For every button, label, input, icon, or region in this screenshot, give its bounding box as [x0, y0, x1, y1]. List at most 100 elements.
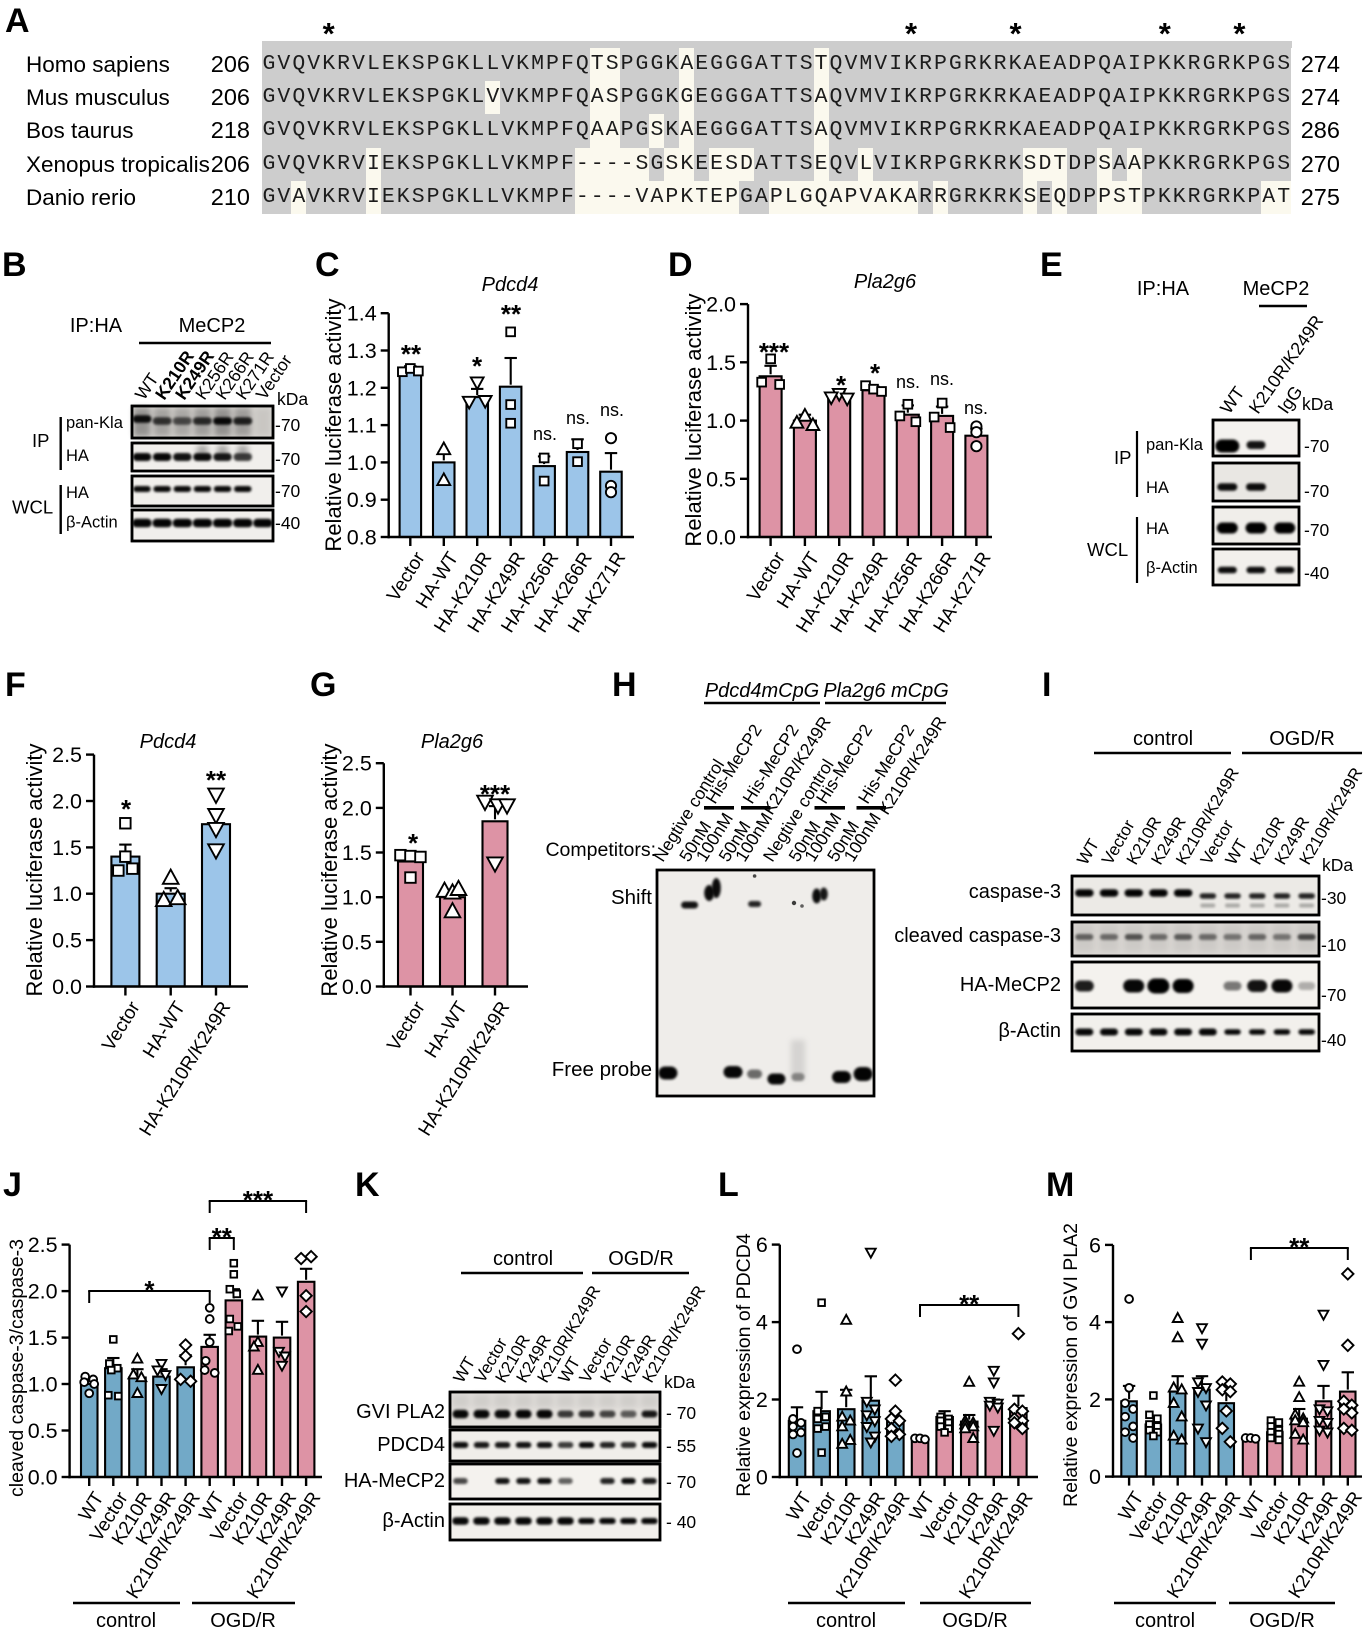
- svg-text:WT: WT: [1216, 383, 1248, 417]
- svg-text:2.0: 2.0: [28, 1280, 58, 1304]
- svg-text:kDa: kDa: [277, 389, 308, 409]
- svg-text:1.1: 1.1: [347, 414, 377, 438]
- svg-text:-30: -30: [1321, 888, 1347, 908]
- svg-text:kDa: kDa: [1302, 394, 1333, 414]
- svg-text:caspase-3: caspase-3: [969, 881, 1061, 903]
- svg-text:-40: -40: [1304, 563, 1330, 583]
- svg-text:H: H: [612, 666, 637, 704]
- svg-text:2: 2: [1089, 1388, 1101, 1412]
- svg-text:cleaved caspase-3/caspase-3: cleaved caspase-3/caspase-3: [6, 1239, 28, 1497]
- svg-text:2.5: 2.5: [52, 743, 82, 767]
- svg-text:cleaved caspase-3: cleaved caspase-3: [894, 925, 1061, 947]
- svg-text:-40: -40: [275, 513, 301, 533]
- svg-text:HA: HA: [66, 484, 89, 502]
- svg-text:E: E: [1040, 246, 1063, 284]
- svg-text:IP:HA: IP:HA: [1137, 278, 1190, 300]
- svg-text:pan-Kla: pan-Kla: [66, 414, 124, 432]
- svg-text:- 70: - 70: [666, 1472, 696, 1492]
- svg-text:-10: -10: [1321, 935, 1347, 955]
- svg-text:K210R/K249R: K210R/K249R: [639, 1282, 710, 1386]
- svg-text:0.5: 0.5: [706, 467, 736, 491]
- svg-text:ns.: ns.: [533, 424, 557, 444]
- svg-text:I: I: [1042, 666, 1051, 704]
- svg-text:HA-MeCP2: HA-MeCP2: [960, 974, 1061, 996]
- svg-text:Relative expression of GVI PLA: Relative expression of GVI PLA2: [1060, 1223, 1082, 1507]
- svg-text:**: **: [501, 299, 522, 329]
- svg-text:Pdcd4: Pdcd4: [140, 731, 197, 753]
- svg-text:1.3: 1.3: [347, 339, 377, 363]
- svg-text:β-Actin: β-Actin: [382, 1510, 445, 1532]
- svg-text:HA-K210R/K249R: HA-K210R/K249R: [136, 998, 236, 1140]
- svg-text:-70: -70: [1304, 436, 1330, 456]
- svg-text:Relative luciferase activity: Relative luciferase activity: [681, 293, 706, 546]
- svg-text:B: B: [2, 246, 27, 284]
- svg-text:Pdcd4: Pdcd4: [482, 274, 539, 296]
- svg-text:6: 6: [1089, 1233, 1101, 1257]
- svg-text:-70: -70: [1321, 985, 1347, 1005]
- svg-text:IP: IP: [1114, 447, 1131, 468]
- svg-text:- 70: - 70: [666, 1403, 696, 1423]
- svg-text:control: control: [96, 1610, 156, 1632]
- svg-text:ns.: ns.: [600, 400, 624, 420]
- svg-text:1.5: 1.5: [342, 841, 372, 865]
- svg-text:2.0: 2.0: [706, 293, 736, 317]
- svg-text:**: **: [1289, 1232, 1310, 1262]
- svg-text:**: **: [959, 1289, 980, 1319]
- svg-text:PDCD4: PDCD4: [377, 1434, 445, 1456]
- svg-text:-70: -70: [1304, 481, 1330, 501]
- svg-text:0.8: 0.8: [347, 526, 377, 550]
- svg-text:0.0: 0.0: [28, 1466, 58, 1490]
- svg-text:0.5: 0.5: [52, 929, 82, 953]
- svg-text:ns.: ns.: [896, 372, 920, 392]
- svg-text:Relative expression of PDCD4: Relative expression of PDCD4: [733, 1233, 755, 1497]
- svg-text:K210R/K249R: K210R/K249R: [1296, 764, 1367, 868]
- svg-text:β-Actin: β-Actin: [66, 514, 118, 532]
- svg-text:**: **: [401, 339, 422, 369]
- svg-text:-40: -40: [1321, 1030, 1347, 1050]
- svg-text:1.0: 1.0: [347, 451, 377, 475]
- svg-text:0.0: 0.0: [52, 975, 82, 999]
- svg-text:HA: HA: [1146, 479, 1169, 497]
- svg-text:MeCP2: MeCP2: [179, 315, 246, 337]
- svg-text:β-Actin: β-Actin: [998, 1020, 1061, 1042]
- svg-text:6: 6: [756, 1233, 768, 1257]
- svg-text:ns.: ns.: [964, 398, 988, 418]
- svg-text:4: 4: [1089, 1311, 1101, 1335]
- svg-text:*: *: [836, 370, 847, 400]
- svg-text:***: ***: [759, 337, 790, 367]
- svg-text:1.5: 1.5: [28, 1326, 58, 1350]
- svg-text:Shift: Shift: [611, 886, 652, 909]
- svg-text:1.0: 1.0: [52, 882, 82, 906]
- svg-text:WT: WT: [1073, 836, 1103, 868]
- svg-text:0.9: 0.9: [347, 488, 377, 512]
- svg-text:WCL: WCL: [1087, 539, 1128, 560]
- svg-text:0: 0: [1089, 1465, 1101, 1489]
- svg-text:2.0: 2.0: [52, 790, 82, 814]
- svg-text:0.0: 0.0: [706, 526, 736, 550]
- svg-text:Free probe: Free probe: [552, 1058, 652, 1081]
- svg-text:0: 0: [756, 1466, 768, 1490]
- svg-text:K: K: [355, 1166, 380, 1204]
- svg-text:1.2: 1.2: [347, 376, 377, 400]
- svg-text:C: C: [315, 246, 340, 284]
- svg-text:MeCP2: MeCP2: [1243, 278, 1310, 300]
- svg-text:*: *: [870, 358, 881, 388]
- svg-text:Relative luciferase activity: Relative luciferase activity: [321, 298, 346, 551]
- svg-text:control: control: [493, 1248, 553, 1270]
- svg-text:***: ***: [480, 779, 511, 809]
- svg-text:Competitors:: Competitors:: [545, 839, 656, 861]
- svg-text:Pla2g6: Pla2g6: [854, 271, 917, 293]
- svg-text:Relative luciferase activity: Relative luciferase activity: [22, 743, 47, 996]
- svg-text:1.4: 1.4: [347, 302, 377, 326]
- svg-text:kDa: kDa: [1322, 855, 1353, 875]
- svg-text:ns.: ns.: [566, 408, 590, 428]
- svg-text:Pla2g6: Pla2g6: [421, 731, 484, 753]
- svg-text:OGD/R: OGD/R: [608, 1248, 674, 1270]
- svg-text:Pla2g6 mCpG: Pla2g6 mCpG: [823, 680, 949, 702]
- svg-text:G: G: [310, 666, 336, 704]
- svg-text:HA: HA: [66, 447, 89, 465]
- svg-text:***: ***: [243, 1185, 274, 1215]
- svg-text:HA: HA: [1146, 520, 1169, 538]
- svg-text:β-Actin: β-Actin: [1146, 559, 1198, 577]
- svg-text:kDa: kDa: [664, 1372, 695, 1392]
